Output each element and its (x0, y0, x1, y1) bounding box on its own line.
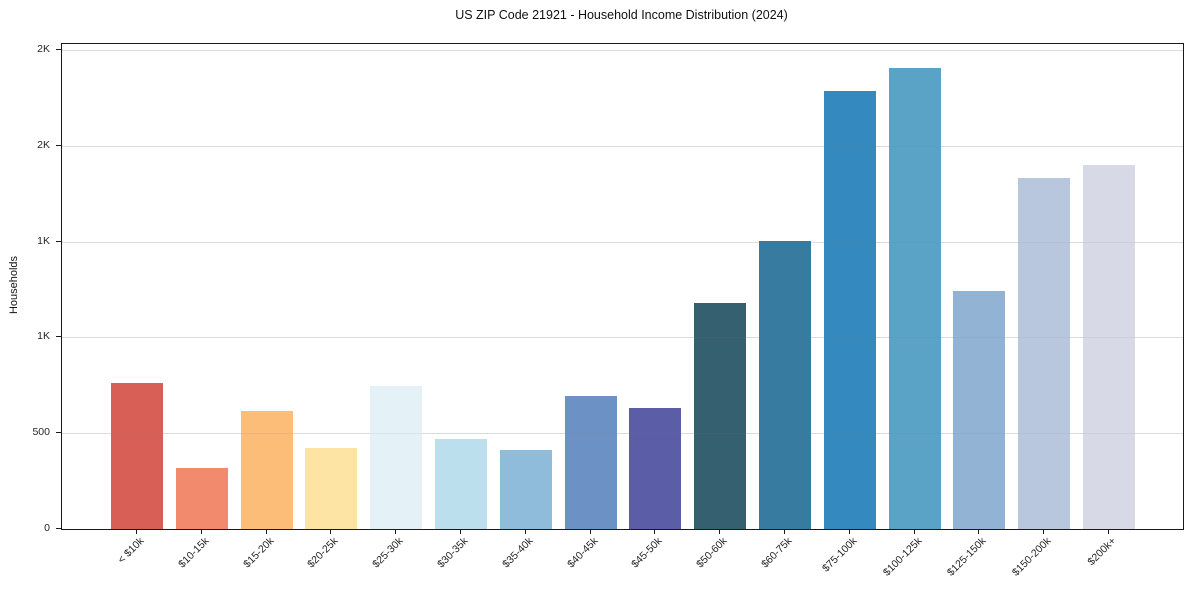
bar-$40-45k (564, 395, 617, 529)
gridline (62, 337, 1183, 339)
y-tick-label: 2K (37, 138, 50, 151)
x-tick-mark (524, 529, 526, 534)
bar-$200k+ (1083, 165, 1135, 529)
gridline-overlay (62, 50, 1183, 52)
y-tick-label: 500 (32, 426, 50, 439)
x-tick-mark (848, 529, 850, 534)
x-tick-mark (330, 529, 332, 534)
gridline (62, 50, 1183, 52)
bar-$75-100k (823, 91, 876, 529)
bar-$15-20k (240, 411, 293, 529)
x-tick-mark (460, 529, 461, 534)
plot-area (61, 43, 1184, 530)
bar-$50-60k (694, 302, 747, 529)
bar-$100-125k (888, 68, 941, 529)
x-tick-mark (1043, 529, 1045, 534)
y-tick-mark (56, 49, 61, 51)
bar-$125-150k (953, 291, 1006, 529)
y-tick-mark (56, 528, 61, 529)
x-tick-mark (784, 529, 785, 534)
x-tick-mark (200, 529, 202, 534)
y-tick-mark (56, 240, 61, 242)
y-tick-mark (56, 144, 61, 146)
y-tick-mark (56, 432, 61, 434)
bar-$10-15k (175, 468, 228, 529)
bar-< $10k (111, 383, 163, 529)
gridline (62, 241, 1183, 243)
x-tick-label: < $10k (115, 535, 147, 566)
y-tick-label: 0 (44, 522, 50, 534)
y-tick-label: 1K (37, 234, 50, 247)
gridline-overlay (62, 433, 1183, 435)
x-tick-mark (395, 529, 397, 534)
x-tick-mark (654, 529, 656, 534)
y-tick-label: 2K (37, 43, 50, 56)
x-tick-mark (1108, 529, 1109, 534)
gridline-overlay (62, 241, 1183, 243)
gridline-overlay (62, 337, 1183, 339)
x-tick-mark (136, 529, 137, 534)
bar-$30-35k (435, 438, 487, 529)
x-tick-mark (589, 529, 591, 534)
bar-$60-75k (759, 240, 811, 529)
gridline (62, 433, 1183, 435)
y-tick-label: 1K (37, 330, 50, 343)
x-tick-mark (265, 529, 267, 534)
gridline (62, 145, 1183, 147)
x-tick-mark (719, 529, 721, 534)
y-tick-mark (56, 336, 61, 338)
bar-$20-25k (305, 447, 358, 529)
bar-$150-200k (1018, 178, 1071, 529)
chart-title: US ZIP Code 21921 - Household Income Dis… (455, 8, 788, 22)
bar-$35-40k (499, 449, 552, 529)
x-tick-mark (913, 529, 915, 534)
gridline-overlay (62, 145, 1183, 147)
x-tick-mark (978, 529, 980, 534)
y-axis-label: Households (8, 255, 20, 315)
bar-$25-30k (370, 386, 423, 529)
bar-$45-50k (629, 408, 682, 529)
